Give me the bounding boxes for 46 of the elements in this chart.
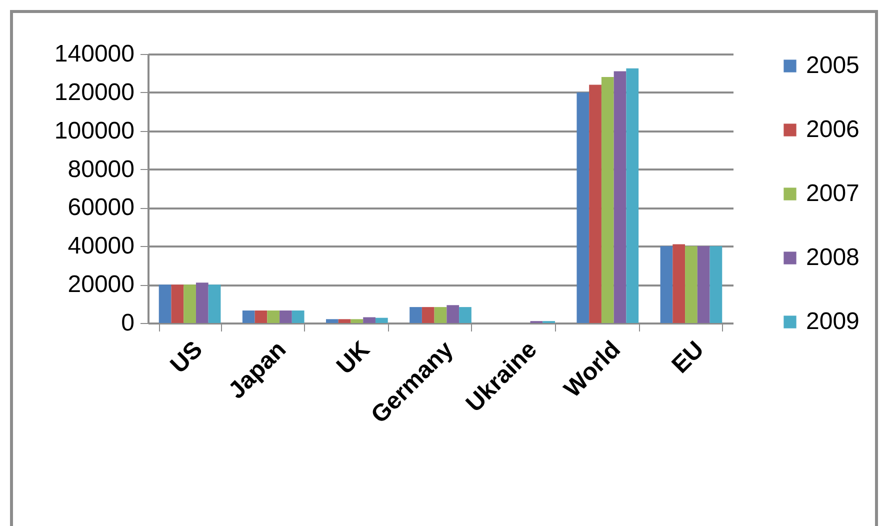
bar: [158, 284, 172, 323]
bar: [434, 307, 447, 323]
bar: [208, 284, 221, 323]
y-tick-label: 80000: [68, 156, 134, 183]
y-tick-label: 0: [121, 310, 134, 336]
bar: [242, 310, 255, 323]
y-tick-label: 100000: [54, 117, 134, 144]
bar: [697, 246, 710, 323]
bar: [660, 246, 673, 323]
x-tick-label: US: [165, 336, 208, 379]
bar: [196, 282, 208, 323]
bar: [576, 92, 590, 323]
legend-label: 2007: [806, 180, 860, 207]
legend-label: 2008: [806, 244, 860, 271]
y-tick-label: 40000: [68, 232, 134, 260]
bar: [672, 244, 686, 323]
legend-label: 2006: [806, 116, 860, 143]
x-tick-label: EU: [666, 336, 710, 379]
y-tick-label: 120000: [54, 78, 134, 106]
bar: [267, 310, 280, 323]
bar: [375, 318, 388, 323]
bar: [363, 317, 376, 323]
bar: [710, 246, 722, 323]
bar: [446, 305, 460, 323]
y-tick-label: 20000: [68, 271, 134, 298]
bar: [292, 310, 304, 323]
bar: [254, 310, 268, 323]
x-tick-label: UK: [332, 336, 376, 380]
bar: [338, 319, 351, 323]
bar: [410, 307, 422, 323]
bar: [326, 319, 338, 323]
bar: [422, 307, 434, 323]
y-tick-label: 60000: [68, 194, 134, 222]
y-tick-label: 140000: [54, 40, 134, 68]
bar: [589, 84, 602, 323]
bar: [171, 284, 184, 323]
bar: [280, 310, 292, 323]
bar: [601, 77, 614, 323]
legend-label: 2009: [806, 308, 860, 335]
bar: [614, 71, 626, 323]
bar: [459, 307, 472, 323]
bar: [685, 246, 698, 323]
bar: [626, 68, 639, 323]
bar: [184, 284, 196, 323]
bar: [350, 319, 364, 323]
legend-label: 2005: [806, 52, 860, 79]
